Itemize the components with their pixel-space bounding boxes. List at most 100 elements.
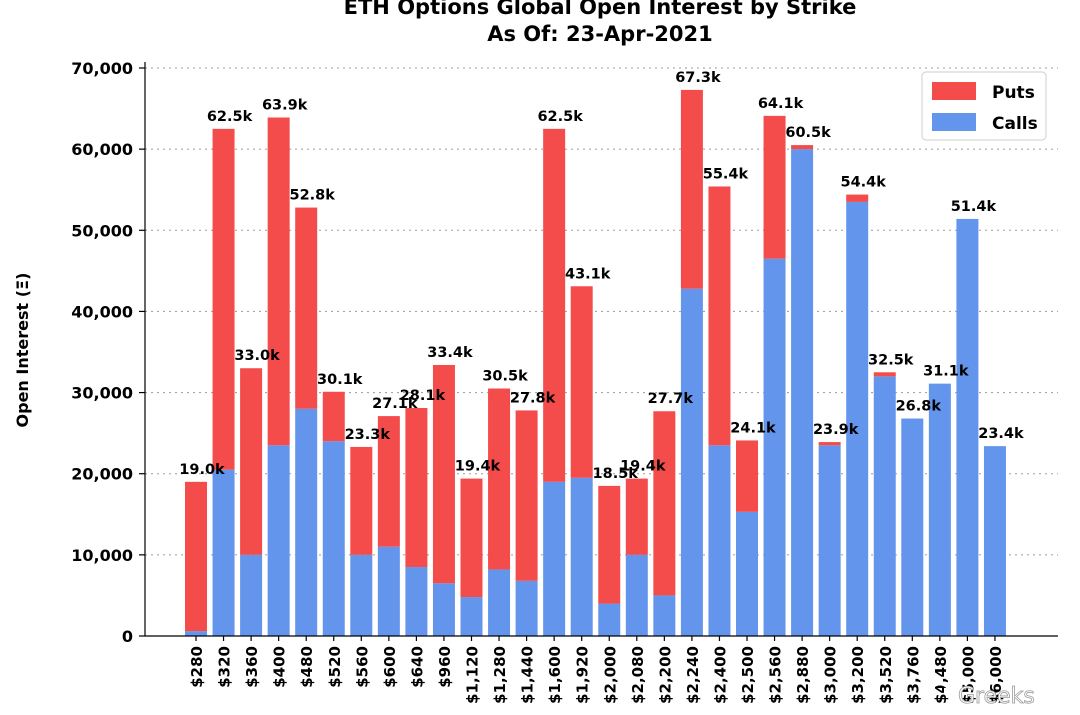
bar-puts [405, 407, 428, 568]
y-tick-label: 30,000 [71, 384, 133, 403]
bar-calls [185, 631, 207, 636]
x-tick-label: $1,440 [519, 646, 537, 704]
bar-puts [818, 442, 841, 446]
bar-calls [901, 418, 924, 636]
x-tick-label: $3,200 [849, 646, 867, 704]
x-tick-label: $600 [381, 646, 399, 688]
data-label: 43.1k [565, 266, 611, 282]
bar-puts [460, 478, 483, 598]
data-label: 31.1k [923, 364, 969, 380]
bar-puts [763, 115, 786, 259]
bar-calls [543, 481, 566, 636]
y-tick-labels: 0 10,000 20,000 30,000 40,000 50,000 60,000 70,… [71, 59, 145, 646]
data-label: 23.9k [813, 422, 859, 438]
x-tick-label: $2,880 [794, 646, 812, 704]
data-label: 63.9k [262, 97, 308, 113]
data-label: 23.3k [345, 427, 391, 443]
y-tick-label: 20,000 [71, 465, 133, 484]
bar-calls [240, 554, 263, 636]
bar-calls [212, 469, 235, 636]
x-tick-label: $480 [298, 646, 316, 688]
data-label: 51.4k [951, 199, 997, 215]
data-label: 18.5k [593, 466, 639, 482]
x-tick-label: $360 [243, 646, 261, 688]
x-tick-label: $4,480 [932, 646, 950, 704]
x-tick-label: $1,600 [546, 646, 564, 704]
watermark-logo-icon [927, 682, 953, 708]
x-tick-label: $1,120 [464, 646, 482, 704]
bar-calls [763, 258, 786, 636]
x-tick-label: $2,000 [601, 646, 619, 704]
watermark-text: Greeks [958, 684, 1035, 709]
bar-calls [377, 546, 400, 636]
bar-calls [928, 383, 951, 636]
bar-calls [873, 376, 896, 636]
bar-puts [212, 128, 235, 470]
bar-puts [543, 128, 566, 482]
data-label: 19.4k [620, 459, 666, 475]
bar-puts [791, 145, 814, 150]
bar-puts [598, 485, 621, 604]
data-label: 19.4k [455, 459, 501, 475]
bar-calls [791, 149, 814, 636]
data-label: 64.1k [758, 96, 804, 112]
data-label: 30.5k [482, 369, 528, 385]
data-label: 67.3k [675, 70, 721, 86]
legend-swatch-calls [932, 113, 976, 131]
bar-puts [873, 372, 896, 377]
legend-label-puts: Puts [992, 83, 1035, 103]
bar-puts [432, 364, 455, 584]
x-tick-label: $2,240 [684, 646, 702, 704]
bar-puts [488, 388, 511, 570]
legend-label-calls: Calls [992, 114, 1038, 134]
data-label: 23.4k [978, 426, 1024, 442]
x-tick-label: $960 [436, 646, 454, 688]
legend-swatch-puts [932, 82, 976, 100]
y-tick-label: 40,000 [71, 302, 133, 321]
bar-puts [846, 194, 869, 202]
data-label: 30.1k [317, 372, 363, 388]
chart-subtitle: As Of: 23-Apr-2021 [487, 22, 713, 46]
bar-puts [240, 368, 263, 555]
bar-puts [515, 410, 538, 581]
bar-calls [460, 597, 483, 636]
bar-calls [598, 603, 621, 636]
axes [144, 62, 1058, 637]
bar-calls [625, 554, 648, 636]
data-label: 28.1k [400, 388, 446, 404]
chart-title: ETH Options Global Open Interest by Stri… [344, 0, 857, 19]
x-tick-labels: $280 $320 $360 $400 $480 $520 $560 $600 $640 $960… [188, 636, 1005, 704]
y-tick-label: 60,000 [71, 140, 133, 159]
x-tick-label: $2,560 [767, 646, 785, 704]
legend: Puts Calls [921, 71, 1047, 141]
bar-calls [350, 554, 373, 636]
bar-puts [653, 411, 676, 596]
x-tick-label: $3,760 [904, 646, 922, 704]
bar-calls [708, 445, 731, 636]
bar-puts [322, 391, 345, 442]
bar-calls [432, 583, 455, 636]
x-tick-label: $6,000 [987, 646, 1005, 704]
x-tick-label: $2,400 [711, 646, 729, 704]
bar-calls [846, 201, 869, 636]
y-tick-label: 50,000 [71, 221, 133, 240]
bar-puts [350, 446, 373, 555]
bar-puts [377, 416, 400, 547]
data-labels: 19.0k 62.5k 33.0k 63.9k 52.8k 30.1k 23.3k 27.1k… [179, 70, 1024, 482]
data-label: 26.8k [896, 399, 942, 415]
data-label: 19.0k [179, 462, 225, 478]
bar-calls [515, 580, 538, 636]
data-label: 27.8k [510, 390, 556, 406]
x-tick-label: $1,280 [491, 646, 509, 704]
data-label: 62.5k [207, 109, 253, 125]
x-tick-label: $560 [353, 646, 371, 688]
bar-calls [295, 408, 318, 636]
bar-calls [956, 218, 979, 636]
data-label: 32.5k [868, 352, 914, 368]
data-label: 33.0k [234, 348, 280, 364]
bar-calls [680, 288, 703, 636]
data-label: 52.8k [289, 188, 335, 204]
bar-puts [185, 481, 207, 632]
